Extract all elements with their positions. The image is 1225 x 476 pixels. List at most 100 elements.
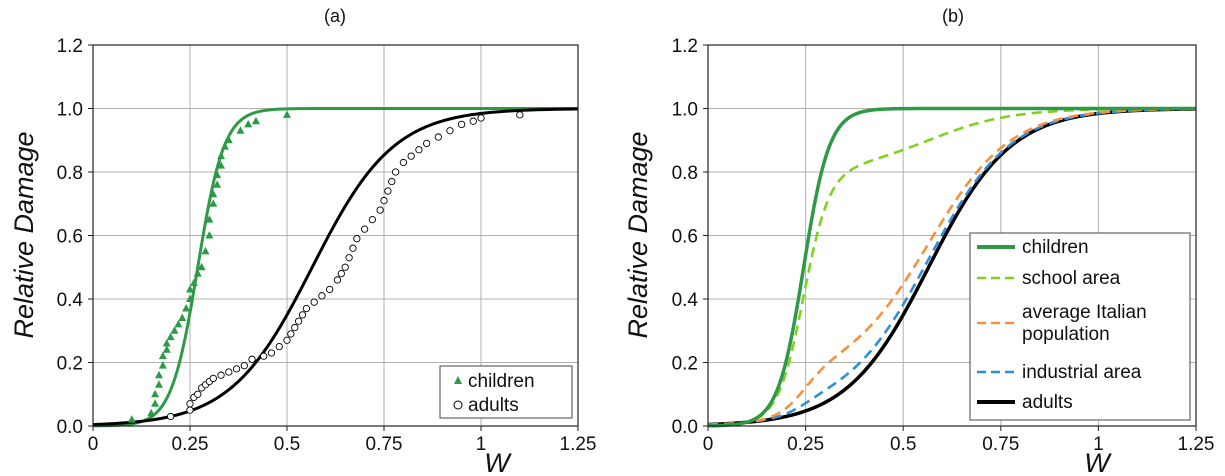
panel-b-y-tick-label: 0.8 xyxy=(672,163,698,184)
adults-data-point xyxy=(376,206,384,214)
panel-b-y-tick-label: 0.0 xyxy=(672,417,698,438)
panel-b-y-tick-label: 0.6 xyxy=(672,227,698,248)
panel-a-x-tick-label: 0.25 xyxy=(172,434,209,455)
panel-b-legend-label-average-italian-line1: average Italian xyxy=(1022,302,1147,323)
children-data-point xyxy=(205,215,214,223)
panel-a-x-tick-label: 1 xyxy=(476,434,487,455)
adults-data-point xyxy=(326,285,334,294)
adults-data-point xyxy=(260,352,268,360)
panel-b-x-tick-label: 1 xyxy=(1093,434,1104,455)
panel-b-legend: children school area average Italian pop… xyxy=(969,232,1191,421)
adults-data-point xyxy=(391,168,400,176)
adults-data-point xyxy=(353,235,361,243)
children-data-point xyxy=(251,116,260,125)
panel-b-legend-label-adults: adults xyxy=(1022,392,1073,413)
adults-data-point xyxy=(457,120,466,129)
children-data-point xyxy=(197,262,206,271)
panel-b-x-axis-label: W xyxy=(1084,448,1112,476)
panel-b-legend-label-school-area: school area xyxy=(1022,268,1121,289)
panel-a-y-tick-label: 1.0 xyxy=(57,100,83,121)
adults-data-point xyxy=(380,196,388,205)
panel-b-x-tick-label: 0.5 xyxy=(890,434,916,455)
children-data-point xyxy=(205,231,214,239)
children-data-point xyxy=(193,269,202,277)
panel-a-x-tick-label: 0 xyxy=(88,434,99,455)
children-data-point xyxy=(162,345,171,353)
average-italian-population-curve xyxy=(707,107,1197,427)
panel-b-title: (b) xyxy=(942,6,964,26)
adults-data-point xyxy=(248,355,256,363)
panel-b: (b) 0 0.25 0.5 0.75 1 1.25 0.0 0.2 0.4 0.6 0.8 1.0 1… xyxy=(623,6,1214,476)
children-fit-curve xyxy=(92,107,578,428)
children-data-point xyxy=(158,351,167,360)
panel-a-x-tick-label: 0.5 xyxy=(274,434,300,455)
children-data-point xyxy=(182,304,191,312)
children-data-point xyxy=(166,332,175,341)
panel-a: (a) 0 0.25 0.5 0.75 1 1.25 0.0 0.2 0.4 0.6 0.8 1.0 1… xyxy=(9,6,596,476)
adults-data-point xyxy=(186,400,194,408)
adults-data-point xyxy=(333,276,342,284)
adults-data-point xyxy=(166,412,175,421)
children-data-point xyxy=(127,415,136,423)
panel-a-y-tick-label: 1.2 xyxy=(57,36,83,57)
panel-b-y-tick-label: 0.4 xyxy=(672,290,699,311)
panel-a-x-tick-label: 0.75 xyxy=(366,434,403,455)
panel-a-x-axis-label: W xyxy=(484,448,512,476)
children-data-point xyxy=(217,161,226,169)
children-data-point xyxy=(178,313,187,322)
panel-b-y-axis-label: Relative Damage xyxy=(623,131,653,338)
adults-data-point xyxy=(302,304,311,313)
adults-data-point xyxy=(209,374,217,383)
children-data-point xyxy=(217,151,226,160)
adults-data-point xyxy=(349,244,357,252)
children-data-point xyxy=(174,319,183,328)
adults-data-point xyxy=(287,330,295,338)
children-data-point xyxy=(186,294,194,302)
adults-data-point xyxy=(434,133,442,141)
adults-data-point xyxy=(267,349,276,357)
adults-data-point xyxy=(186,406,194,414)
adults-data-point xyxy=(368,215,377,224)
panel-a-y-axis-label: Relative Damage xyxy=(9,131,39,338)
panel-b-y-tick-label: 1.2 xyxy=(672,36,698,57)
industrial-area-curve xyxy=(707,107,1197,426)
children-data-point xyxy=(213,170,222,179)
panel-b-data xyxy=(707,106,1197,428)
adults-data-point xyxy=(294,317,303,325)
children-data-point xyxy=(209,189,218,198)
panel-b-legend-box xyxy=(969,232,1191,421)
adults-data-point xyxy=(477,114,485,122)
children-data-point xyxy=(224,135,233,144)
panel-b-x-tick-label: 0 xyxy=(703,434,714,455)
panel-b-legend-label-children: children xyxy=(1022,237,1089,258)
children-data-point xyxy=(220,142,229,150)
adults-data-point xyxy=(232,365,241,373)
adults-data-point xyxy=(388,177,396,186)
children-data-point xyxy=(151,389,160,398)
children-data-point xyxy=(236,126,245,134)
children-data-point xyxy=(158,361,167,369)
adults-data-point xyxy=(337,269,345,278)
children-data-point xyxy=(189,278,198,287)
panel-b-x-tick-label: 0.75 xyxy=(982,434,1019,455)
panel-a-title: (a) xyxy=(324,6,346,26)
children-data-point xyxy=(154,370,163,379)
children-data-point xyxy=(283,110,291,118)
legend-adults-circle-marker xyxy=(453,400,463,410)
adults-data-point xyxy=(407,152,415,160)
panel-a-y-tick-label: 0.4 xyxy=(57,290,84,311)
adults-data-point xyxy=(345,254,353,262)
panel-a-y-tick-label: 0.0 xyxy=(57,417,83,438)
adults-data-point xyxy=(291,323,299,332)
legend-children-triangle-marker xyxy=(454,376,462,384)
adults-data-point xyxy=(275,342,283,351)
children-data-point xyxy=(209,199,218,207)
panel-a-y-tick-label: 0.6 xyxy=(57,227,83,248)
panel-b-y-tick-label: 0.2 xyxy=(672,354,698,375)
children-data-point xyxy=(147,408,156,417)
adults-data-point xyxy=(469,117,477,125)
adults-data-point xyxy=(298,311,307,319)
children-data-point xyxy=(170,326,179,334)
children-data-point xyxy=(162,338,171,347)
